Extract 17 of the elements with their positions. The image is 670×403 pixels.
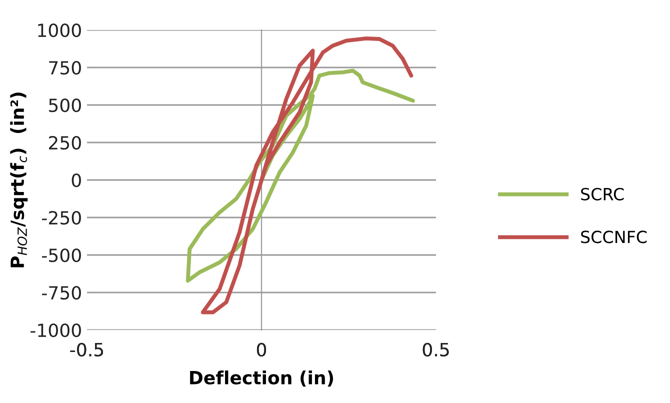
y-tick-label: 500 xyxy=(49,98,81,112)
x-tick-label: 0 xyxy=(256,342,266,356)
x-tick-label: -0.5 xyxy=(70,342,104,356)
y-tick-label: -1000 xyxy=(30,323,81,338)
y-axis-title: P$_{HOZ}$/sqrt(f$_{c}$) (in²) xyxy=(10,92,28,268)
line-series xyxy=(200,36,414,314)
y-tick-label: 750 xyxy=(49,60,81,75)
x-tick-label: 0.5 xyxy=(422,342,449,356)
legend-label: SCRC xyxy=(581,188,624,200)
y-tick-label: -750 xyxy=(42,286,81,300)
y-tick-label: 1000 xyxy=(38,23,81,38)
y-tick-label: -250 xyxy=(42,210,81,225)
y-tick-label: 0 xyxy=(72,173,81,188)
y-tick-label: 250 xyxy=(49,136,81,150)
x-axis-title: Deflection (in) xyxy=(190,370,334,387)
y-tick-label: -500 xyxy=(42,248,81,262)
legend-label: SCCNFC xyxy=(581,230,647,244)
